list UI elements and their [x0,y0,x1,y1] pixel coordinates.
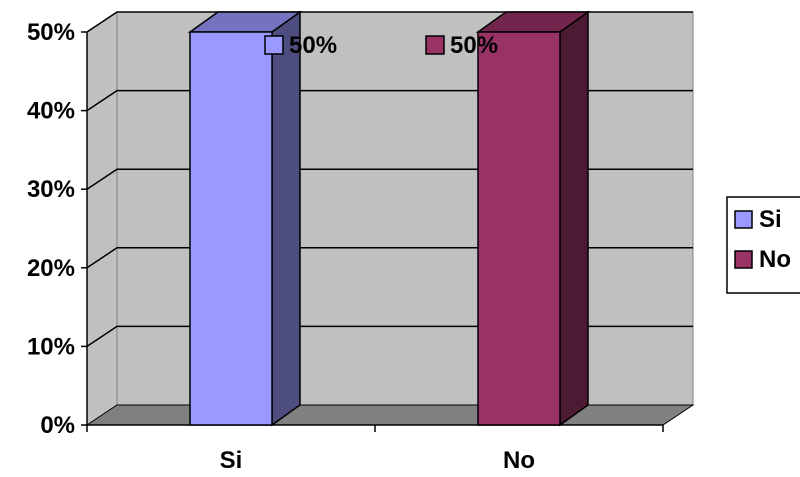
y-tick-label: 30% [27,176,75,203]
x-tick-label: Si [220,447,243,472]
gridline [86,11,693,33]
bars [187,10,591,427]
legend-swatch [734,210,753,229]
bar-side [559,10,589,427]
data-label: 50% [425,32,498,59]
bar-front [189,31,273,426]
legend-entry-no: No [734,246,791,273]
bar-side [271,10,301,427]
legend: Si No [726,196,800,294]
labels: 0% 10% 20% 30% 40% 50% Si No 50% 50% [27,19,535,474]
legend-label: Si [759,206,782,233]
legend-label: No [759,246,791,273]
data-label-text: 50% [289,32,337,59]
y-tick-label: 10% [27,333,75,360]
legend-entry-si: Si [734,206,782,233]
bar-no [475,10,591,427]
floor [85,404,695,426]
bar-si [187,10,303,427]
axes [81,31,664,432]
x-tick-label: No [503,447,535,472]
data-label-key [264,35,284,55]
y-tick-label: 0% [40,412,75,439]
legend-swatch [734,250,753,269]
bar-front [477,31,561,426]
data-label-key [425,35,445,55]
data-label: 50% [264,32,337,59]
plot-walls [85,11,695,426]
y-tick-label: 20% [27,255,75,282]
data-label-text: 50% [450,32,498,59]
side-wall [86,11,118,426]
y-tick-label: 50% [27,19,75,46]
y-tick-label: 40% [27,98,75,125]
